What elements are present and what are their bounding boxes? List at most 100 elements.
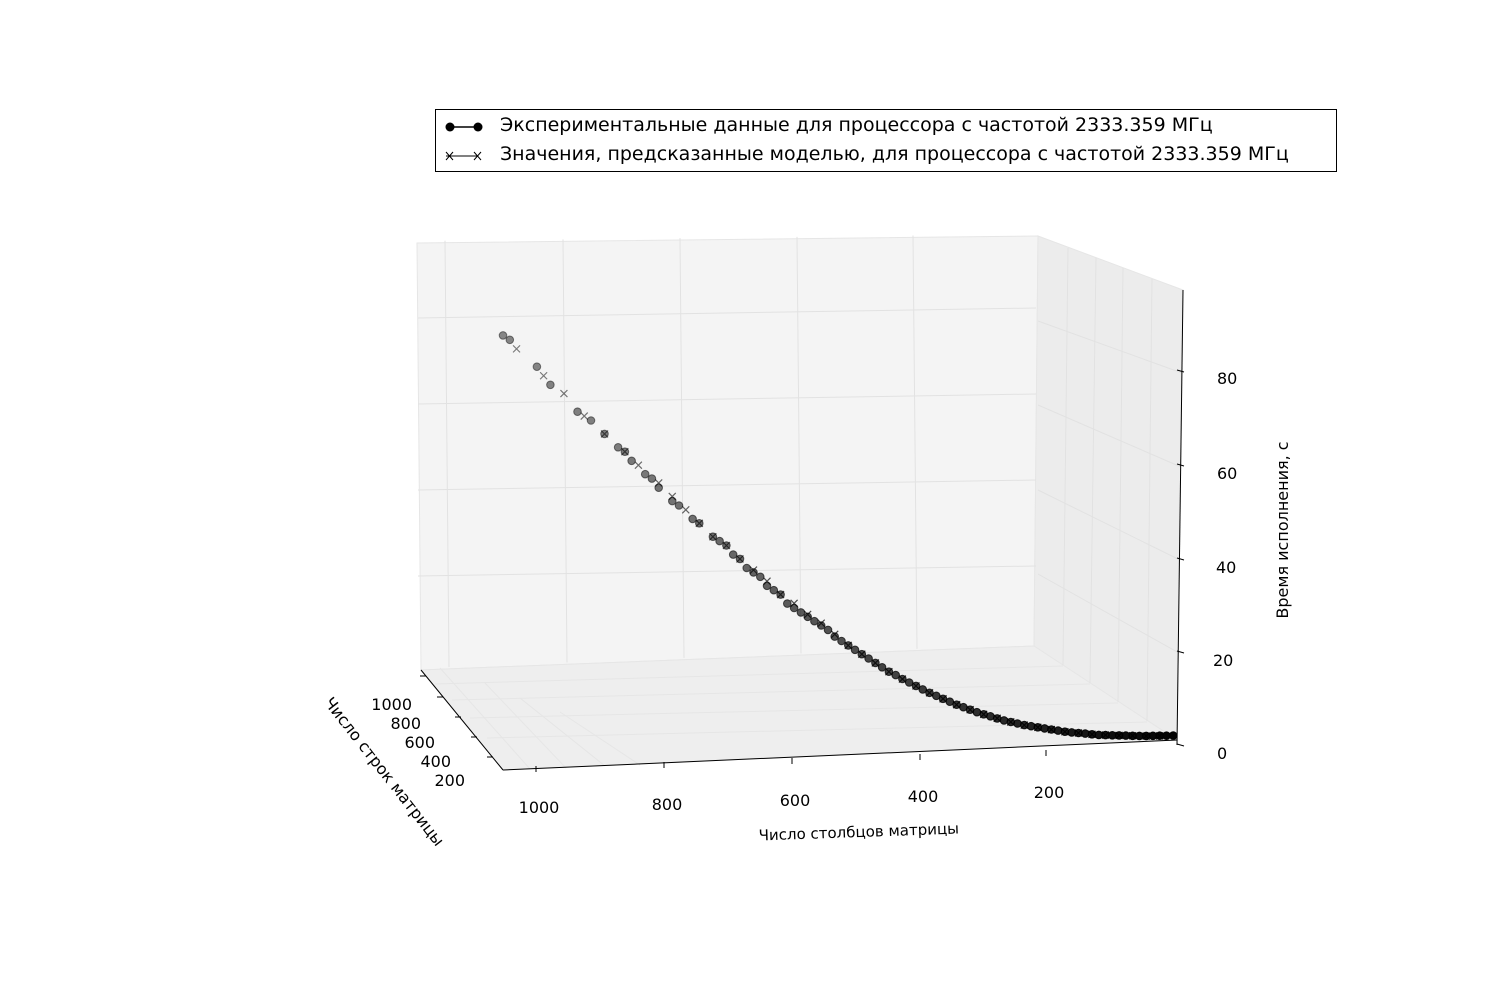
grid-line xyxy=(434,665,1064,685)
z-axis-title: Время исполнения, с xyxy=(1273,441,1292,618)
data-point-predicted xyxy=(634,461,643,470)
data-point-experimental xyxy=(505,335,515,345)
data-point-predicted xyxy=(871,658,880,667)
data-point-experimental xyxy=(769,585,779,595)
legend-label: Значения, предсказанные моделью, для про… xyxy=(500,143,1289,165)
data-point-predicted xyxy=(1155,732,1164,740)
grid-line xyxy=(1037,489,1181,561)
data-point-experimental xyxy=(850,645,860,655)
grid-line xyxy=(1037,320,1183,374)
data-point-predicted xyxy=(708,532,717,541)
data-point-experimental xyxy=(688,514,697,524)
data-point-predicted xyxy=(1047,725,1056,734)
data-point-predicted xyxy=(898,675,907,683)
data-point-predicted xyxy=(1020,721,1029,730)
grid-line xyxy=(912,235,918,649)
grid-line xyxy=(1037,404,1182,468)
grid-line xyxy=(484,682,567,769)
data-point-experimental xyxy=(627,456,636,466)
data-point-predicted xyxy=(695,519,704,528)
grid-line xyxy=(451,683,1091,701)
data-point-experimental xyxy=(613,443,623,452)
data-point-predicted xyxy=(620,447,629,456)
z-tick xyxy=(1176,650,1185,654)
data-point-predicted xyxy=(722,541,731,550)
data-point-experimental xyxy=(837,636,846,646)
data-point-experimental xyxy=(573,407,582,417)
data-point-predicted xyxy=(979,710,988,719)
grid-line xyxy=(439,667,531,770)
data-point-experimental xyxy=(756,572,765,582)
y-axis-title: Число строк матрицы xyxy=(320,694,448,850)
grid-line xyxy=(519,697,606,767)
data-point-experimental xyxy=(796,608,806,617)
data-point-predicted xyxy=(580,412,589,421)
data-point-experimental xyxy=(864,654,873,663)
data-point-predicted xyxy=(1142,732,1151,741)
data-point-experimental xyxy=(728,550,738,559)
series-predicted xyxy=(512,344,1164,741)
data-point-experimental xyxy=(674,501,684,510)
data-point-experimental xyxy=(1168,731,1178,740)
series-experimental xyxy=(498,331,1178,741)
ticks xyxy=(420,369,1185,772)
grid-line xyxy=(559,711,641,766)
data-point-predicted xyxy=(790,599,799,608)
data-point-predicted xyxy=(830,630,839,639)
data-point-predicted xyxy=(966,705,975,714)
z-tick xyxy=(1176,463,1185,467)
data-point-experimental xyxy=(816,621,826,630)
legend-circle-marker-icon xyxy=(445,122,483,132)
y-tick-label: 1000 xyxy=(371,695,412,714)
data-point-experimental xyxy=(783,599,792,608)
data-point-experimental xyxy=(803,612,813,622)
data-point-predicted xyxy=(817,619,826,628)
data-point-predicted xyxy=(654,479,663,487)
data-point-experimental xyxy=(546,380,555,390)
legend-label: Экспериментальные данные для процессора … xyxy=(500,114,1213,136)
data-point-experimental xyxy=(715,536,724,546)
x-tick-label: 600 xyxy=(780,791,811,810)
legend-x-marker-icon xyxy=(445,151,482,161)
grid-line xyxy=(1037,573,1180,654)
x-tick-label: 800 xyxy=(652,795,683,814)
x-tick-labels: 1000 800 600 400 200 xyxy=(519,783,1065,817)
data-point-predicted xyxy=(763,577,771,586)
grid-line xyxy=(1089,257,1097,684)
data-point-predicted xyxy=(1060,727,1069,736)
x-tick-label: 200 xyxy=(1034,783,1065,802)
z-tick xyxy=(1176,557,1185,561)
grid-line xyxy=(444,240,450,668)
data-point-experimental xyxy=(640,469,650,479)
y-tick-label: 600 xyxy=(404,733,435,752)
x-tick-label: 1000 xyxy=(519,798,560,817)
z-axis-line xyxy=(1176,289,1184,746)
back-pane xyxy=(416,235,1039,671)
data-point-predicted xyxy=(560,389,568,398)
grid-line xyxy=(417,307,1037,319)
grid-line xyxy=(417,565,1037,577)
data-point-predicted xyxy=(952,700,961,709)
data-point-experimental xyxy=(877,663,887,672)
z-tick-labels: 0 20 40 60 80 xyxy=(1213,369,1237,763)
y-tick-labels: 1000 800 600 400 200 xyxy=(371,695,465,790)
data-point-predicted xyxy=(939,694,947,703)
data-point-predicted xyxy=(857,650,866,659)
data-point-predicted xyxy=(736,555,744,563)
data-point-predicted xyxy=(1101,731,1110,740)
grid-line xyxy=(796,236,802,654)
x-tick-label: 400 xyxy=(908,787,939,806)
x-axis-title: Число столбцов матрицы xyxy=(758,820,959,845)
data-point-predicted xyxy=(993,714,1002,723)
data-point-predicted xyxy=(600,429,609,438)
legend-item-experimental: Экспериментальные данные для процессора … xyxy=(436,112,1336,140)
data-point-experimental xyxy=(532,362,542,372)
y-tick-label: 400 xyxy=(420,752,451,771)
data-point-predicted xyxy=(1128,731,1137,740)
data-point-predicted xyxy=(776,590,785,599)
data-point-predicted xyxy=(925,688,934,697)
data-point-predicted xyxy=(1074,729,1083,737)
x-axis-line xyxy=(502,739,1178,771)
z-tick xyxy=(1176,369,1185,373)
